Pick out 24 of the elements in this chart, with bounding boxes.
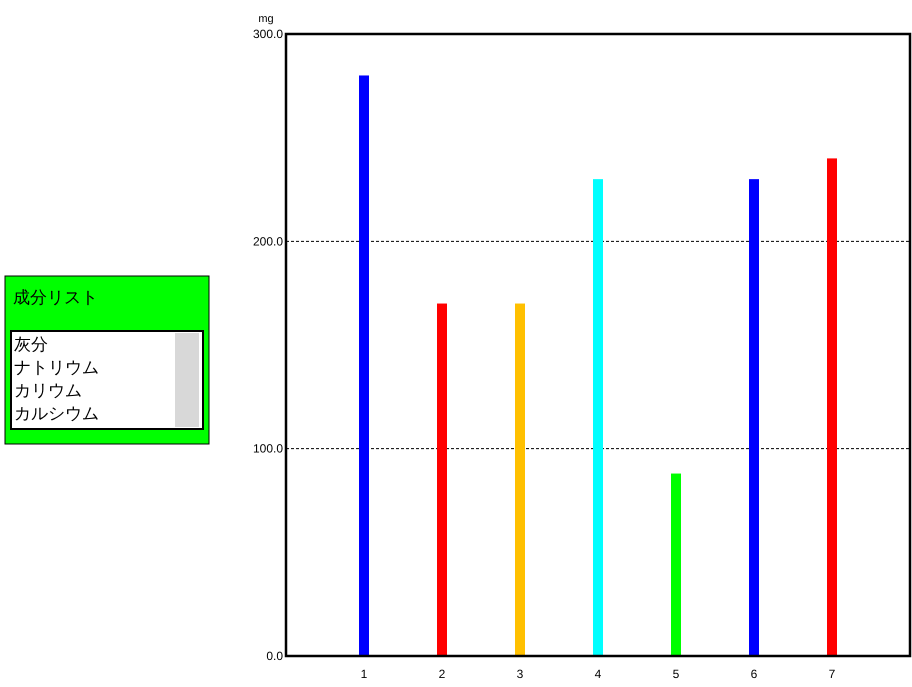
x-tick-label: 2: [438, 667, 446, 681]
x-tick-label: 1: [360, 667, 368, 681]
text: カリウム: [14, 381, 82, 400]
y-tick-label: 0.0: [266, 649, 284, 663]
y-tick-label: 100.0: [252, 442, 284, 456]
text: ナトリウム: [14, 358, 99, 377]
x-tick-label: 4: [594, 667, 602, 681]
bar: [593, 179, 603, 656]
text: 灰分: [14, 335, 48, 354]
x-tick-label: 3: [516, 667, 524, 681]
bar: [515, 304, 525, 656]
y-tick-label: 300.0: [252, 27, 284, 41]
x-tick-label: 6: [750, 667, 758, 681]
bar: [359, 75, 369, 656]
x-tick-label: 7: [828, 667, 836, 681]
bar: [671, 474, 681, 656]
y-tick-label: 200.0: [252, 234, 284, 248]
text: カルシウム: [14, 404, 99, 423]
text: 成分リスト: [13, 288, 98, 307]
bar: [437, 304, 447, 656]
x-tick-label: 5: [672, 667, 680, 681]
y-axis-title: mg: [258, 13, 274, 25]
bar: [827, 158, 837, 656]
bar: [749, 179, 759, 656]
